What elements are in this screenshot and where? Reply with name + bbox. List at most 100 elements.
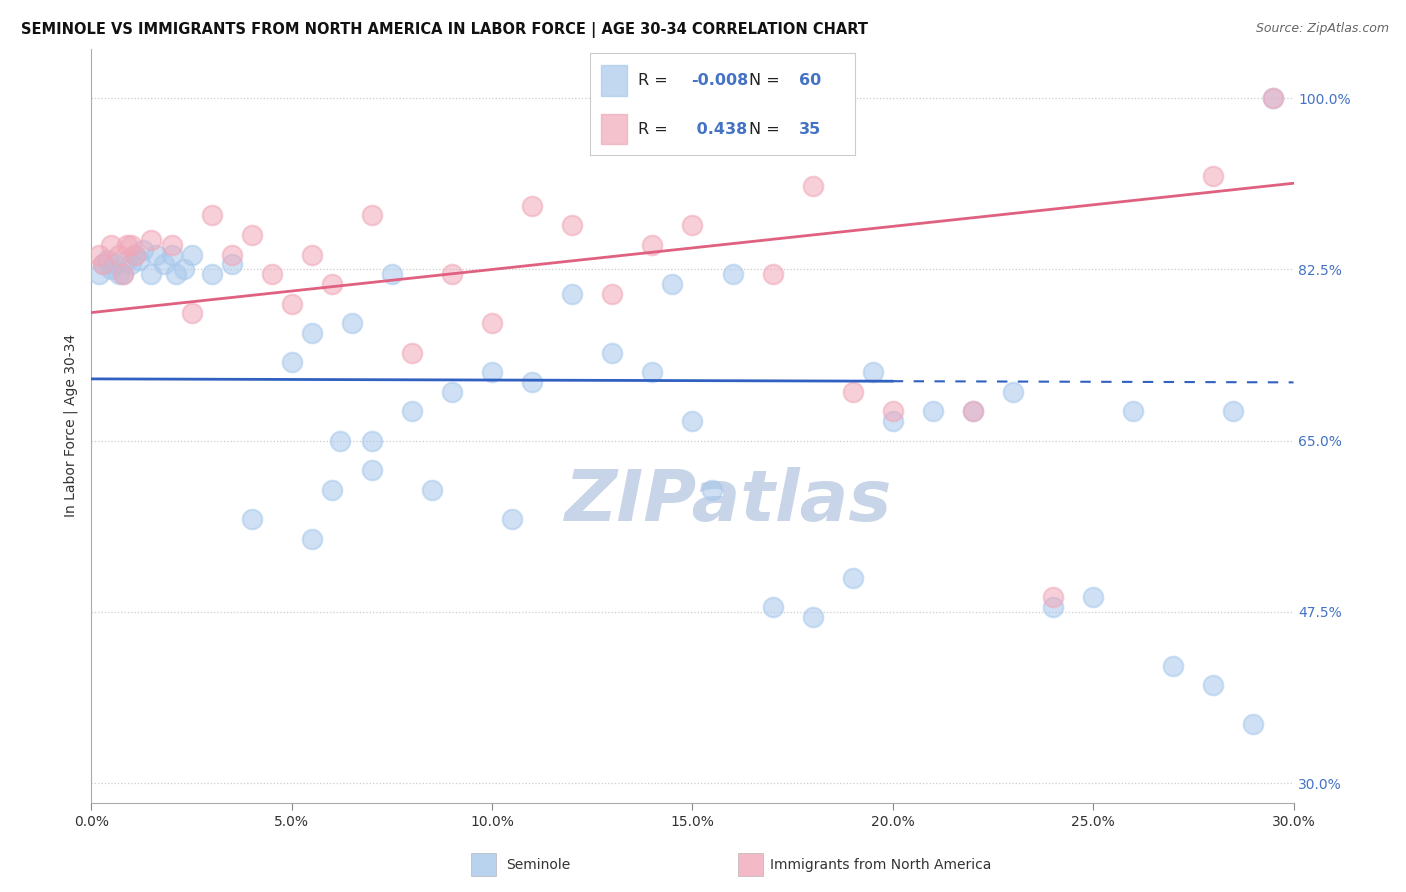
Point bbox=[702, 483, 724, 497]
Point bbox=[401, 345, 423, 359]
Point bbox=[128, 252, 150, 267]
Point bbox=[481, 365, 503, 379]
Point bbox=[112, 267, 135, 281]
Point bbox=[329, 434, 352, 448]
Point bbox=[401, 404, 423, 418]
Point bbox=[381, 267, 404, 281]
Point bbox=[201, 209, 224, 223]
Point bbox=[360, 434, 382, 448]
Point bbox=[180, 247, 202, 261]
Point bbox=[602, 286, 624, 301]
Point bbox=[602, 345, 624, 359]
Point bbox=[124, 247, 146, 261]
Y-axis label: In Labor Force | Age 30-34: In Labor Force | Age 30-34 bbox=[63, 334, 79, 517]
Point bbox=[100, 262, 122, 277]
Point bbox=[117, 252, 139, 267]
Point bbox=[108, 267, 131, 281]
Point bbox=[1161, 658, 1184, 673]
Point bbox=[681, 414, 703, 428]
Point bbox=[240, 512, 263, 526]
Point bbox=[420, 483, 443, 497]
Point bbox=[160, 237, 183, 252]
Point bbox=[321, 277, 343, 291]
Point bbox=[281, 355, 304, 369]
Point bbox=[801, 609, 824, 624]
Point bbox=[441, 384, 464, 399]
Point bbox=[165, 267, 187, 281]
Point bbox=[641, 237, 664, 252]
Point bbox=[121, 257, 143, 271]
Point bbox=[481, 316, 503, 330]
Point bbox=[132, 243, 155, 257]
Point bbox=[360, 209, 382, 223]
Point bbox=[1202, 678, 1225, 692]
Point bbox=[301, 326, 323, 340]
Text: Source: ZipAtlas.com: Source: ZipAtlas.com bbox=[1256, 22, 1389, 36]
Point bbox=[1083, 591, 1105, 605]
Point bbox=[441, 267, 464, 281]
Point bbox=[180, 306, 202, 320]
Point bbox=[221, 257, 243, 271]
Point bbox=[152, 257, 174, 271]
Point bbox=[160, 247, 183, 261]
Point bbox=[340, 316, 363, 330]
Point bbox=[108, 247, 131, 261]
Point bbox=[721, 267, 744, 281]
Point bbox=[862, 365, 884, 379]
Point bbox=[762, 267, 785, 281]
Point bbox=[1042, 600, 1064, 615]
Point bbox=[281, 296, 304, 310]
Point bbox=[240, 228, 263, 243]
Text: Seminole: Seminole bbox=[506, 858, 571, 872]
Point bbox=[1243, 717, 1265, 731]
Point bbox=[301, 247, 323, 261]
Point bbox=[661, 277, 683, 291]
Point bbox=[841, 384, 863, 399]
Point bbox=[301, 532, 323, 546]
Point bbox=[173, 262, 195, 277]
Point bbox=[501, 512, 523, 526]
Point bbox=[1042, 591, 1064, 605]
Point bbox=[1222, 404, 1244, 418]
Point bbox=[145, 247, 167, 261]
Point bbox=[321, 483, 343, 497]
Point bbox=[882, 404, 904, 418]
Point bbox=[201, 267, 224, 281]
Point bbox=[520, 199, 543, 213]
Point bbox=[104, 257, 127, 271]
Point bbox=[121, 237, 143, 252]
Text: SEMINOLE VS IMMIGRANTS FROM NORTH AMERICA IN LABOR FORCE | AGE 30-34 CORRELATION: SEMINOLE VS IMMIGRANTS FROM NORTH AMERIC… bbox=[21, 22, 868, 38]
Point bbox=[922, 404, 945, 418]
Point bbox=[520, 375, 543, 389]
Point bbox=[141, 267, 163, 281]
Point bbox=[93, 257, 115, 271]
Text: Immigrants from North America: Immigrants from North America bbox=[770, 858, 991, 872]
Point bbox=[561, 219, 583, 233]
Point bbox=[1263, 91, 1285, 105]
Point bbox=[561, 286, 583, 301]
Point bbox=[641, 365, 664, 379]
Point bbox=[1263, 91, 1285, 105]
Point bbox=[1202, 169, 1225, 184]
Point bbox=[801, 179, 824, 194]
Point bbox=[962, 404, 984, 418]
Point bbox=[112, 267, 135, 281]
Point bbox=[1001, 384, 1024, 399]
Point bbox=[221, 247, 243, 261]
Point bbox=[681, 219, 703, 233]
Point bbox=[124, 247, 146, 261]
Point bbox=[117, 237, 139, 252]
Point bbox=[1122, 404, 1144, 418]
Point bbox=[260, 267, 283, 281]
Point bbox=[882, 414, 904, 428]
Point bbox=[89, 247, 111, 261]
Point bbox=[962, 404, 984, 418]
Point bbox=[89, 267, 111, 281]
Point bbox=[841, 571, 863, 585]
Point bbox=[141, 233, 163, 247]
Point bbox=[762, 600, 785, 615]
Point bbox=[360, 463, 382, 477]
Point bbox=[100, 237, 122, 252]
Text: ZIPatlas: ZIPatlas bbox=[565, 467, 893, 536]
Point bbox=[93, 257, 115, 271]
